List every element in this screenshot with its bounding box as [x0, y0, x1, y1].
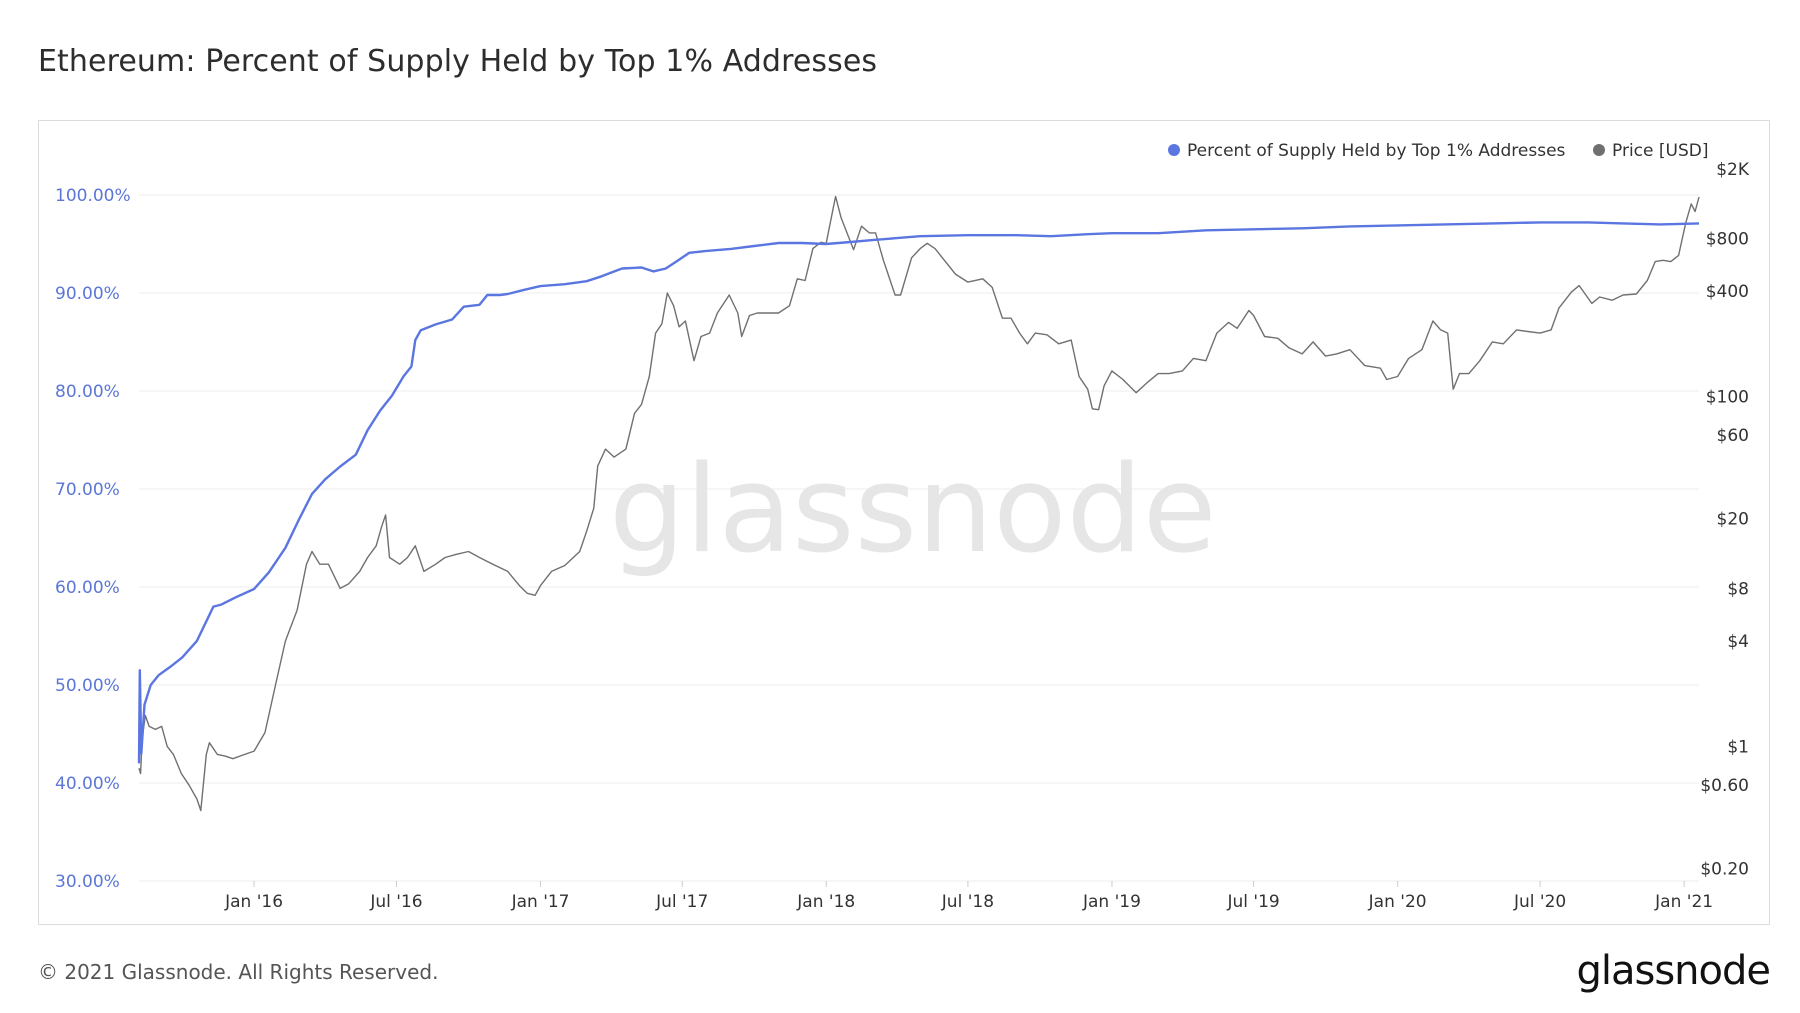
legend: Percent of Supply Held by Top 1% Address… [1168, 141, 1708, 161]
y-right-tick-label: $2K [1716, 160, 1750, 180]
y-left-tick-label: 50.00% [55, 676, 120, 696]
chart-svg[interactable]: glassnode 30.00% 40.00% 50.00% 60.00% 70.00% 8… [39, 121, 1771, 926]
y-right-tick-label: $1 [1727, 737, 1749, 757]
legend-swatch-supply [1168, 144, 1180, 156]
x-tick-label: Jan '17 [511, 892, 570, 912]
glassnode-logo[interactable]: glassnode [1576, 948, 1771, 994]
x-tick-label: Jul '18 [941, 892, 994, 912]
x-tick-label: Jan '19 [1082, 892, 1141, 912]
legend-label-supply[interactable]: Percent of Supply Held by Top 1% Address… [1187, 141, 1566, 161]
y-right-tick-label: $400 [1706, 282, 1749, 302]
watermark-text: glassnode [609, 441, 1217, 580]
x-tick-label: Jul '17 [655, 892, 708, 912]
y-left-tick-label: 100.00% [55, 186, 131, 206]
y-left-tick-label: 60.00% [55, 578, 120, 598]
y-left-tick-label: 70.00% [55, 480, 120, 500]
y-left-tick-label: 30.00% [55, 872, 120, 892]
y-right-tick-label: $100 [1706, 387, 1749, 407]
legend-label-price[interactable]: Price [USD] [1612, 141, 1708, 161]
x-tick-label: Jan '20 [1368, 892, 1427, 912]
y-left-tick-label: 90.00% [55, 284, 120, 304]
x-tick-label: Jul '16 [369, 892, 422, 912]
gridlines [139, 194, 1699, 882]
x-tick-label: Jul '20 [1513, 892, 1566, 912]
y-right-tick-label: $0.60 [1700, 776, 1749, 796]
chart-panel: glassnode 30.00% 40.00% 50.00% 60.00% 70.00% 8… [38, 120, 1770, 925]
y-right-tick-label: $800 [1706, 229, 1749, 249]
y-left-tick-label: 40.00% [55, 774, 120, 794]
legend-swatch-price [1593, 144, 1605, 156]
y-right-tick-label: $20 [1717, 510, 1749, 530]
x-tick-label: Jan '18 [796, 892, 855, 912]
x-tick-label: Jan '21 [1654, 892, 1713, 912]
y-right-tick-label: $0.20 [1700, 860, 1749, 880]
y-left-tick-label: 80.00% [55, 382, 120, 402]
price-usd-line[interactable] [138, 195, 1700, 812]
y-right-tick-label: $60 [1717, 426, 1749, 446]
y-right-tick-label: $4 [1727, 632, 1749, 652]
y-right-tick-label: $8 [1727, 579, 1749, 599]
copyright-text: © 2021 Glassnode. All Rights Reserved. [38, 960, 439, 984]
supply-percent-line[interactable] [137, 221, 1700, 764]
x-tick-label: Jan '16 [224, 892, 283, 912]
chart-title: Ethereum: Percent of Supply Held by Top … [38, 44, 878, 79]
x-tick-label: Jul '19 [1227, 892, 1280, 912]
